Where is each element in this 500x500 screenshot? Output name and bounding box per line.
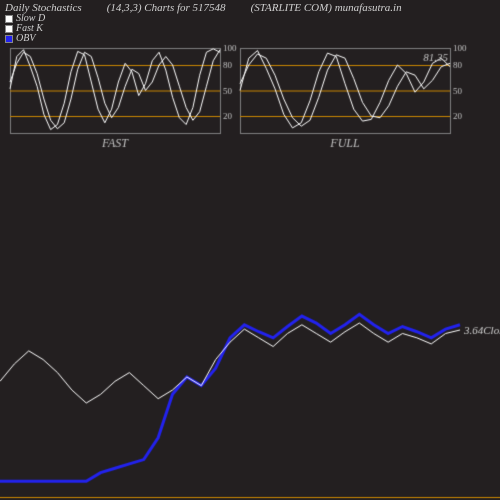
chart-canvas	[0, 0, 500, 500]
